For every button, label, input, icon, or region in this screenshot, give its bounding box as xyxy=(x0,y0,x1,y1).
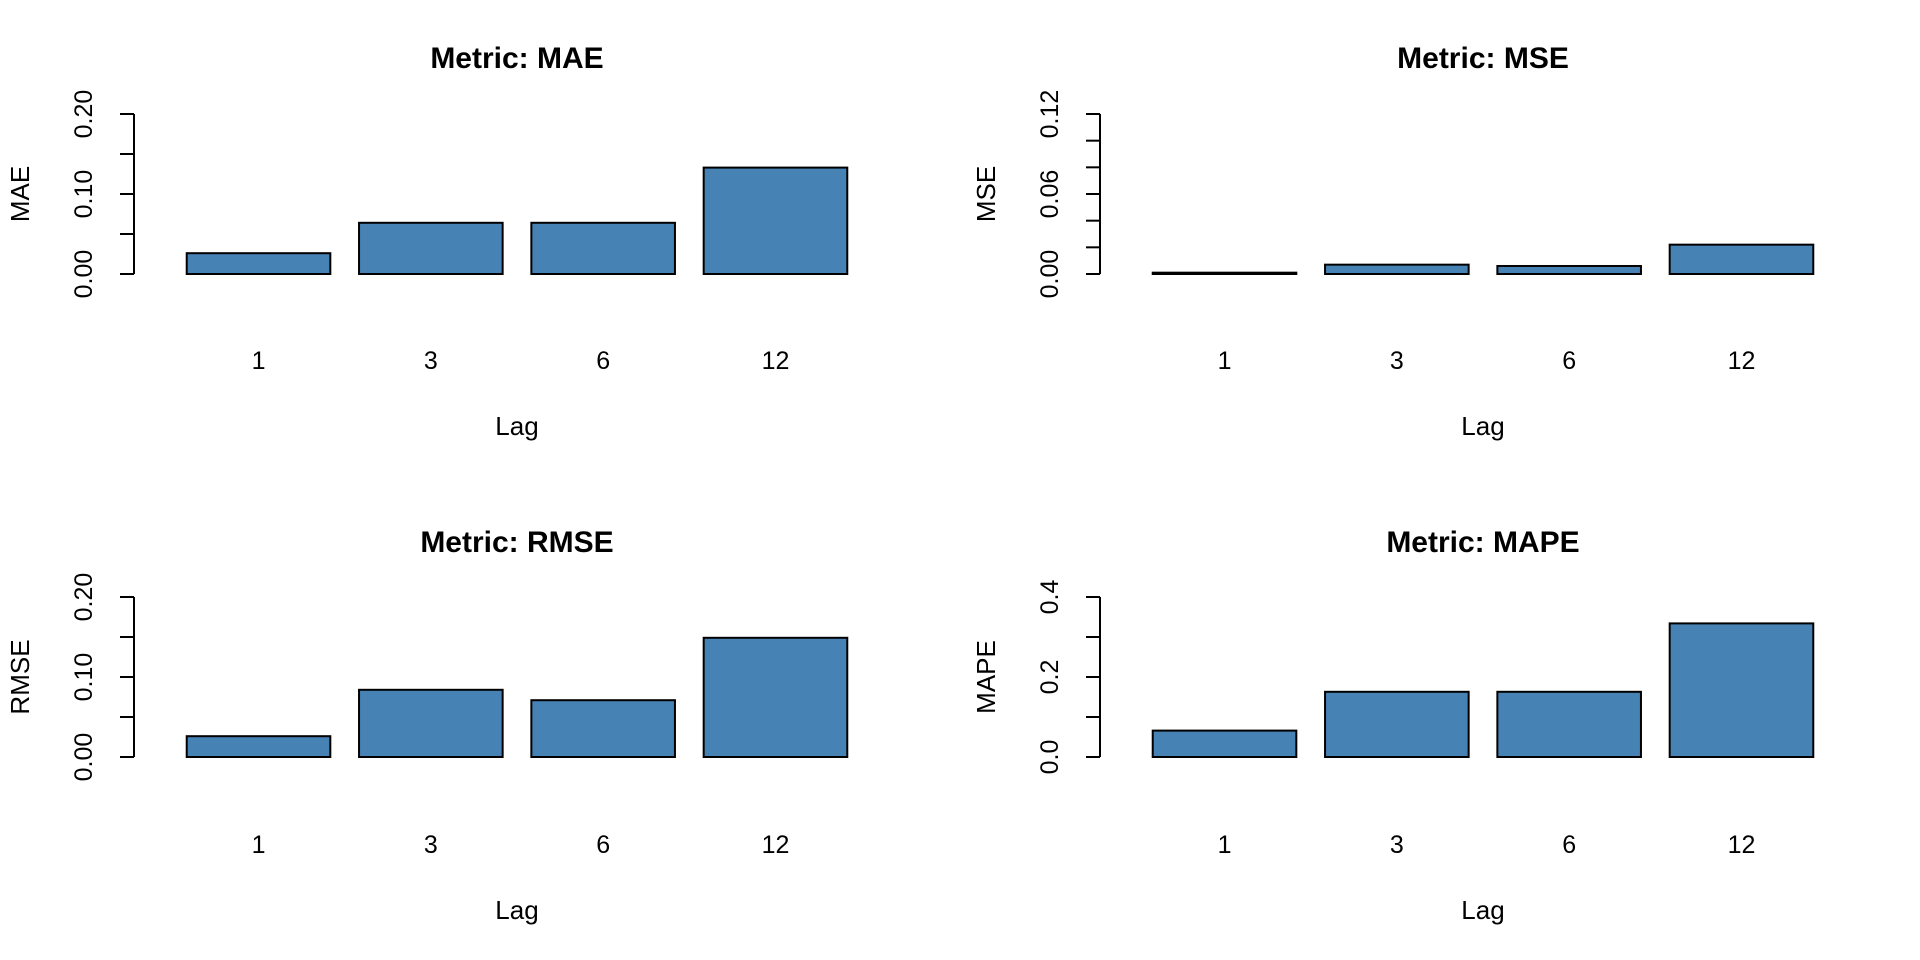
x-tick-label: 12 xyxy=(1728,831,1756,859)
y-tick-label: 0.10 xyxy=(70,653,98,702)
x-tick-label: 12 xyxy=(1728,347,1756,375)
y-tick-label: 0.20 xyxy=(70,573,98,622)
x-tick-label: 3 xyxy=(424,831,438,859)
bar-lag-1 xyxy=(185,252,332,275)
bar-lag-12 xyxy=(1668,243,1815,276)
bar-lag-6 xyxy=(1496,265,1642,275)
x-tick-label: 1 xyxy=(1218,831,1232,859)
x-tick-label: 6 xyxy=(1562,831,1576,859)
x-tick-label: 12 xyxy=(762,831,790,859)
chart-title: Metric: MAE xyxy=(430,42,603,75)
bar-lag-3 xyxy=(358,221,504,276)
bar-lag-12 xyxy=(702,166,849,276)
chart-mae: Metric: MAE 1 3 6 12 0.00 0.10 0.20 Lag MAE xyxy=(5,42,849,441)
y-tick-label: 0.00 xyxy=(1036,250,1064,299)
bar-lag-1 xyxy=(1151,271,1298,275)
bar-lag-3 xyxy=(358,688,504,758)
y-tick-label: 0.00 xyxy=(70,250,98,299)
chart-rmse: Metric: RMSE 1 3 6 12 0.00 0.10 0.20 Lag RMSE xyxy=(5,526,849,925)
x-tick-label: 3 xyxy=(424,347,438,375)
y-tick-label: 0.2 xyxy=(1036,660,1064,695)
y-tick-label: 0.0 xyxy=(1036,740,1064,775)
chart-title: Metric: MAPE xyxy=(1386,526,1579,559)
x-axis-label: Lag xyxy=(495,411,538,441)
bar-lag-12 xyxy=(702,636,849,758)
x-axis-label: Lag xyxy=(1461,895,1504,925)
x-tick-label: 1 xyxy=(252,831,266,859)
y-tick-label: 0.00 xyxy=(70,733,98,782)
bar-lag-6 xyxy=(1496,690,1642,758)
bar-lag-6 xyxy=(530,699,676,759)
chart-title: Metric: RMSE xyxy=(420,526,613,559)
bar-lag-1 xyxy=(185,735,332,759)
chart-mse: Metric: MSE 1 3 6 12 0.00 0.06 0.12 Lag MSE xyxy=(971,42,1815,441)
bar-lag-6 xyxy=(530,221,676,276)
x-tick-label: 3 xyxy=(1390,831,1404,859)
y-axis-label: MAPE xyxy=(971,640,1001,714)
y-axis-label: RMSE xyxy=(5,639,35,714)
x-tick-label: 6 xyxy=(596,831,610,859)
y-tick-label: 0.06 xyxy=(1036,170,1064,219)
y-tick-label: 0.10 xyxy=(70,170,98,219)
x-tick-label: 3 xyxy=(1390,347,1404,375)
x-tick-label: 1 xyxy=(252,347,266,375)
bar-lag-3 xyxy=(1324,263,1470,275)
y-tick-label: 0.12 xyxy=(1036,90,1064,139)
x-axis-label: Lag xyxy=(1461,411,1504,441)
y-tick-label: 0.4 xyxy=(1036,580,1064,615)
x-tick-label: 6 xyxy=(596,347,610,375)
y-axis-label: MAE xyxy=(5,166,35,222)
y-tick-label: 0.20 xyxy=(70,90,98,139)
x-tick-label: 1 xyxy=(1218,347,1232,375)
chart-mape: Metric: MAPE 1 3 6 12 0.0 0.2 0.4 Lag MAPE xyxy=(971,526,1815,925)
bar-lag-12 xyxy=(1668,622,1815,759)
y-axis-label: MSE xyxy=(971,166,1001,222)
x-tick-label: 12 xyxy=(762,347,790,375)
x-tick-label: 6 xyxy=(1562,347,1576,375)
x-axis-label: Lag xyxy=(495,895,538,925)
chart-title: Metric: MSE xyxy=(1397,42,1569,75)
bar-lag-3 xyxy=(1324,690,1470,758)
bar-lag-1 xyxy=(1151,729,1298,758)
